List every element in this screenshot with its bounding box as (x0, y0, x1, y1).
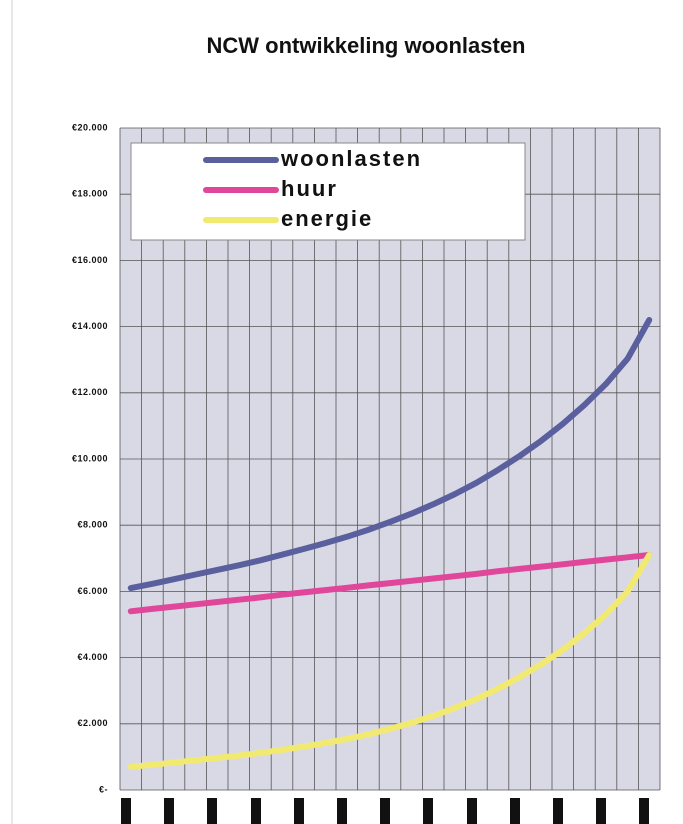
series-line (127, 552, 653, 770)
y-tick-label: €6.000 (77, 586, 108, 596)
y-tick-label: €10.000 (72, 453, 108, 463)
legend-label: huur (281, 176, 338, 201)
y-tick-label: €- (99, 784, 108, 794)
x-tick-block (251, 798, 261, 824)
legend-label: woonlasten (280, 146, 422, 171)
y-tick-label: €16.000 (72, 255, 108, 265)
y-tick-label: €20.000 (72, 122, 108, 132)
y-tick-label: €2.000 (77, 718, 108, 728)
y-tick-label: €4.000 (77, 652, 108, 662)
y-tick-label: €14.000 (72, 321, 108, 331)
x-tick-block (337, 798, 347, 824)
x-tick-block (380, 798, 390, 824)
x-tick-block (207, 798, 217, 824)
x-tick-block (553, 798, 563, 824)
y-tick-label: €12.000 (72, 387, 108, 397)
x-tick-block (164, 798, 174, 824)
chart-title: NCW ontwikkeling woonlasten (206, 33, 525, 58)
legend-box (130, 142, 526, 241)
x-tick-block (121, 798, 131, 824)
series-line (127, 317, 653, 592)
y-tick-label: €8.000 (77, 520, 108, 530)
x-tick-block (510, 798, 520, 824)
x-tick-block (423, 798, 433, 824)
series-line (127, 552, 653, 615)
legend-label: energie (281, 206, 373, 231)
x-tick-labels-cut (121, 798, 649, 824)
x-tick-block (596, 798, 606, 824)
x-tick-block (294, 798, 304, 824)
x-tick-block (467, 798, 477, 824)
y-tick-label: €18.000 (72, 189, 108, 199)
x-tick-block (639, 798, 649, 824)
